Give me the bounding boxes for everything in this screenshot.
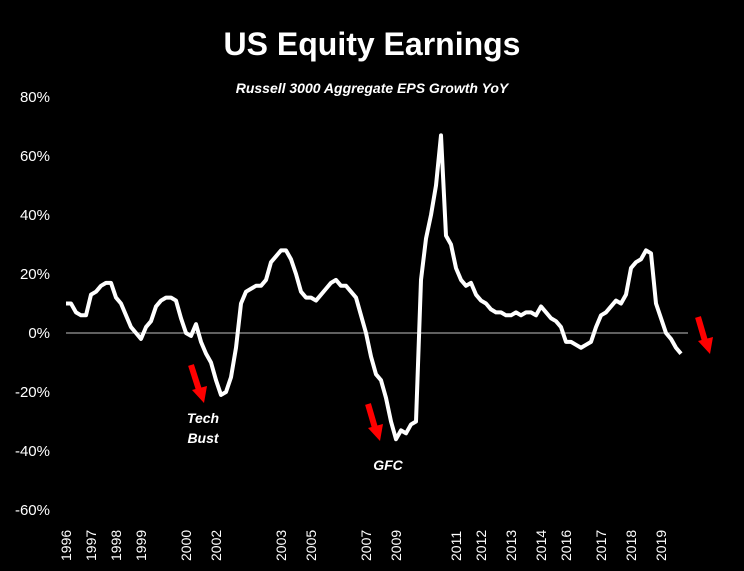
y-tick-label: 20% <box>20 266 50 283</box>
x-tick-label: 2000 <box>178 530 194 561</box>
x-tick-label: 2012 <box>473 530 489 561</box>
x-tick-label: 1997 <box>83 530 99 561</box>
chart-subtitle: Russell 3000 Aggregate EPS Growth YoY <box>236 80 510 96</box>
x-tick-label: 2013 <box>503 530 519 561</box>
y-tick-label: 0% <box>28 325 50 342</box>
arrow-head <box>192 386 207 403</box>
x-tick-label: 2018 <box>623 530 639 561</box>
arrow <box>695 316 708 342</box>
x-tick-label: 2002 <box>208 530 224 561</box>
y-tick-label: -20% <box>15 384 50 401</box>
chart-title: US Equity Earnings <box>224 26 521 62</box>
x-tick-label: 2009 <box>388 530 404 561</box>
annotation: GFC <box>373 457 403 473</box>
y-tick-label: 80% <box>20 89 50 106</box>
x-tick-label: 1998 <box>108 530 124 561</box>
x-tick-label: 1999 <box>133 530 149 561</box>
x-tick-label: 1996 <box>58 530 74 561</box>
arrow <box>188 364 202 391</box>
data-line <box>66 133 683 442</box>
annotation: Tech <box>187 410 219 426</box>
annotation: Bust <box>187 430 219 446</box>
y-tick-label: 40% <box>20 207 50 224</box>
arrow <box>365 403 378 429</box>
y-tick-label: -60% <box>15 502 50 519</box>
arrow-head <box>368 424 383 441</box>
x-tick-label: 2003 <box>273 530 289 561</box>
arrows <box>188 316 713 441</box>
y-tick-label: 60% <box>20 148 50 165</box>
arrow-head <box>698 337 713 354</box>
x-tick-label: 2005 <box>303 530 319 561</box>
x-tick-label: 2016 <box>558 530 574 561</box>
x-tick-label: 2014 <box>533 530 549 561</box>
y-tick-label: -40% <box>15 443 50 460</box>
x-tick-label: 2019 <box>653 530 669 561</box>
x-tick-label: 2007 <box>358 530 374 561</box>
x-tick-label: 2017 <box>593 530 609 561</box>
x-tick-label: 2011 <box>448 531 464 561</box>
